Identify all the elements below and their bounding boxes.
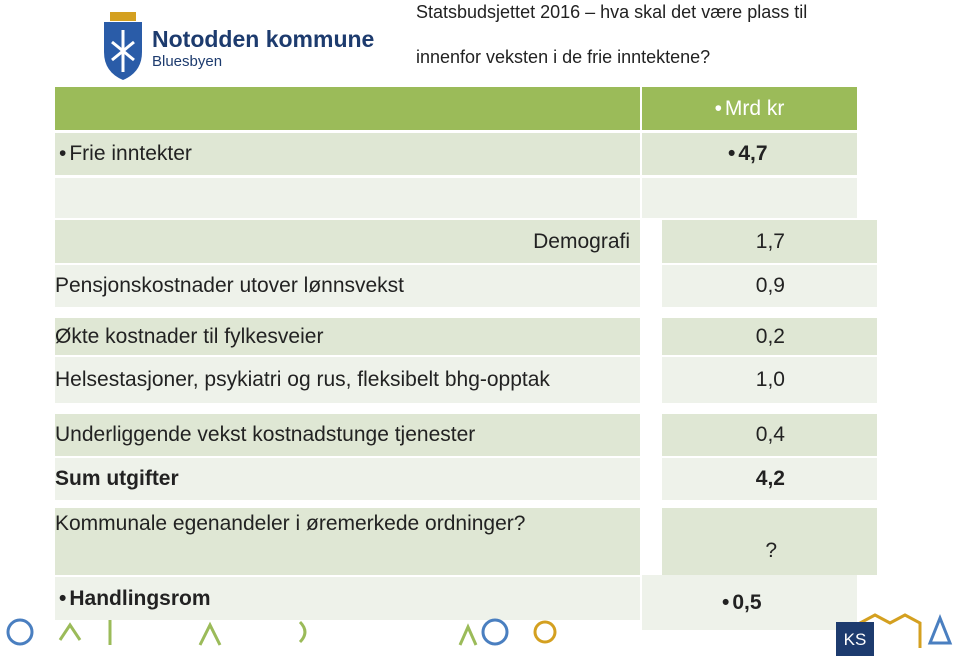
row-label: Helsestasjoner, psykiatri og rus, fleksi… xyxy=(55,357,640,403)
coat-of-arms xyxy=(104,12,142,80)
title: Statsbudsjettet 2016 – hva skal det være… xyxy=(416,2,808,22)
income-label: Frie inntekter xyxy=(55,133,640,175)
title: innenfor veksten i de frie inntektene? xyxy=(416,47,711,67)
row-label: Kommunale egenandeler i øremerkede ordni… xyxy=(55,508,640,575)
row-label: Demografi xyxy=(55,220,640,263)
row-value: 1,7 xyxy=(662,220,877,263)
header-cell xyxy=(55,87,640,130)
org-name: Notodden kommune xyxy=(152,26,375,52)
row-value: ? xyxy=(662,508,877,575)
unit-text: Mrd kr xyxy=(724,96,785,120)
org-sub: Bluesbyen xyxy=(152,53,223,70)
empty-cell xyxy=(642,178,857,218)
row-label: Underliggende vekst kostnadstunge tjenes… xyxy=(55,414,640,456)
result-value: 0,5 xyxy=(642,575,857,630)
unit-header: Mrd kr xyxy=(642,87,857,130)
ks-logo: KS xyxy=(844,630,867,649)
row-label: Sum utgifter xyxy=(55,458,640,500)
footer-decoration: KS xyxy=(6,613,953,656)
result-label: Handlingsrom xyxy=(55,577,640,620)
value: 0,5 xyxy=(732,590,762,614)
row-value: 0,4 xyxy=(662,414,877,456)
row-value: 4,2 xyxy=(662,458,877,500)
value: 4,7 xyxy=(738,142,768,165)
row-value: 1,0 xyxy=(662,357,877,403)
row-label: Pensjonskostnader utover lønnsvekst xyxy=(55,265,640,307)
row-value: 0,9 xyxy=(662,265,877,307)
income-value: 4,7 xyxy=(642,133,857,175)
row-value: 0,2 xyxy=(662,318,877,355)
label: Handlingsrom xyxy=(69,586,211,610)
row-label: Økte kostnader til fylkesveier xyxy=(55,318,640,355)
label: Frie inntekter xyxy=(69,142,192,165)
empty-cell xyxy=(55,178,640,218)
